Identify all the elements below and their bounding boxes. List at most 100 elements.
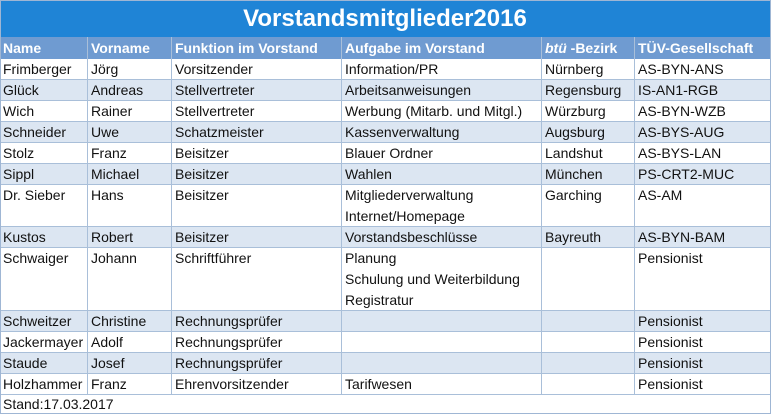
cell-tuev: PS-CRT2-MUC xyxy=(635,164,770,185)
cell-bezirk xyxy=(542,353,635,374)
cell-bezirk: Regensburg xyxy=(542,80,635,101)
cell-name-text: Stolz xyxy=(3,145,35,161)
cell-funktion-text: Beisitzer xyxy=(175,187,229,203)
cell-vorname: Robert xyxy=(88,227,172,248)
cell-tuev-text: Pensionist xyxy=(638,376,703,392)
header-vorname: Vorname xyxy=(88,37,172,59)
cell-bezirk-text xyxy=(545,374,634,394)
cell-name-text: Wich xyxy=(3,103,35,119)
cell-bezirk-text xyxy=(545,248,634,269)
cell-tuev-text: Pensionist xyxy=(638,355,703,371)
cell-funktion: Schriftführer xyxy=(172,248,342,311)
aufgabe-line: Registratur xyxy=(345,292,414,308)
cell-tuev-text: Pensionist xyxy=(638,313,703,329)
cell-tuev: Pensionist xyxy=(635,311,770,332)
cell-funktion-text: Rechnungsprüfer xyxy=(175,355,283,371)
cell-name: Schweitzer xyxy=(0,311,88,332)
table-row: Jackermayer Adolf Rechnungsprüfer Pensionis… xyxy=(0,332,770,353)
aufgabe-line: Tarifwesen xyxy=(345,376,412,392)
header-funktion: Funktion im Vorstand xyxy=(172,37,342,59)
cell-name: Wich xyxy=(0,101,88,122)
cell-bezirk-text: München xyxy=(545,166,603,182)
cell-name: Glück xyxy=(0,80,88,101)
cell-bezirk-text: Landshut xyxy=(545,145,603,161)
cell-aufgabe: Kassenverwaltung xyxy=(342,122,542,143)
cell-name-text: Sippl xyxy=(3,166,35,182)
table-row: Kustos Robert Beisitzer Vorstandsbeschlüsse… xyxy=(0,227,770,248)
cell-name: Dr. Sieber xyxy=(0,185,88,227)
cell-tuev-text: Pensionist xyxy=(638,250,703,266)
cell-vorname-text: Johann xyxy=(91,250,137,266)
cell-name-text: Schneider xyxy=(3,124,67,140)
table-row: Schneider Uwe Schatzmeister Kassenverwaltun… xyxy=(0,122,770,143)
cell-name: Stolz xyxy=(0,143,88,164)
aufgabe-line xyxy=(345,332,541,352)
aufgabe-line: Werbung (Mitarb. und Mitgl.) xyxy=(345,103,523,119)
cell-tuev: Pensionist xyxy=(635,248,770,311)
cell-bezirk xyxy=(542,332,635,353)
cell-vorname-text: Uwe xyxy=(91,124,120,140)
cell-funktion: Ehrenvorsitzender xyxy=(172,374,342,395)
table-row: Sippl Michael Beisitzer Wahlen München PS-CRT… xyxy=(0,164,770,185)
cell-vorname: Franz xyxy=(88,143,172,164)
cell-name: Jackermayer xyxy=(0,332,88,353)
cell-vorname-text: Christine xyxy=(91,313,147,329)
cell-tuev: Pensionist xyxy=(635,332,770,353)
cell-aufgabe: Werbung (Mitarb. und Mitgl.) xyxy=(342,101,542,122)
table-row: Staude Josef Rechnungsprüfer Pensionist xyxy=(0,353,770,374)
cell-funktion: Vorsitzender xyxy=(172,59,342,80)
header-bezirk: btü -Bezirk xyxy=(542,37,635,59)
cell-vorname-text: Andreas xyxy=(91,82,144,98)
cell-tuev: AS-BYN-ANS xyxy=(635,59,770,80)
cell-bezirk-text xyxy=(545,332,634,352)
cell-tuev: Pensionist xyxy=(635,353,770,374)
cell-aufgabe xyxy=(342,311,542,332)
cell-name: Staude xyxy=(0,353,88,374)
table-row: Dr. Sieber Hans Beisitzer Mitgliederverwalt… xyxy=(0,185,770,227)
cell-bezirk-text xyxy=(545,311,634,331)
cell-funktion: Rechnungsprüfer xyxy=(172,332,342,353)
cell-vorname: Adolf xyxy=(88,332,172,353)
cell-aufgabe: Vorstandsbeschlüsse xyxy=(342,227,542,248)
cell-tuev-text: PS-CRT2-MUC xyxy=(638,166,735,182)
cell-tuev-text: AS-BYS-AUG xyxy=(638,124,725,140)
cell-funktion-text: Beisitzer xyxy=(175,145,229,161)
cell-name-text: Jackermayer xyxy=(3,334,84,350)
cell-funktion: Schatzmeister xyxy=(172,122,342,143)
cell-bezirk-text: Würzburg xyxy=(545,103,606,119)
cell-bezirk xyxy=(542,248,635,311)
aufgabe-line xyxy=(345,353,541,373)
cell-vorname-text: Jörg xyxy=(91,61,119,77)
cell-tuev-text: AS-BYS-LAN xyxy=(638,145,722,161)
cell-name: Schneider xyxy=(0,122,88,143)
cell-funktion-text: Schatzmeister xyxy=(175,124,264,140)
cell-name-text: Schweitzer xyxy=(3,313,72,329)
cell-funktion: Beisitzer xyxy=(172,143,342,164)
cell-funktion: Stellvertreter xyxy=(172,80,342,101)
aufgabe-line: Internet/Homepage xyxy=(345,208,465,224)
cell-bezirk-text: Nürnberg xyxy=(545,61,604,77)
cell-vorname-text: Josef xyxy=(91,355,125,371)
cell-aufgabe: Information/PR xyxy=(342,59,542,80)
cell-vorname: Jörg xyxy=(88,59,172,80)
header-row: Name Vorname Funktion im Vorstand Aufgab… xyxy=(0,37,770,59)
cell-bezirk: Würzburg xyxy=(542,101,635,122)
cell-tuev-text: IS-AN1-RGB xyxy=(638,82,719,98)
cell-name: Schwaiger xyxy=(0,248,88,311)
cell-name: Kustos xyxy=(0,227,88,248)
table-row: Frimberger Jörg Vorsitzender Information/PR… xyxy=(0,59,770,80)
cell-name-text: Glück xyxy=(3,82,39,98)
cell-funktion-text: Schriftführer xyxy=(175,250,252,266)
aufgabe-line: Arbeitsanweisungen xyxy=(345,82,472,98)
cell-funktion-text: Stellvertreter xyxy=(175,103,255,119)
cell-funktion: Rechnungsprüfer xyxy=(172,353,342,374)
cell-tuev-text: AS-BYN-BAM xyxy=(638,229,726,245)
cell-name-text: Holzhammer xyxy=(3,376,83,392)
header-bezirk-suffix: -Bezirk xyxy=(570,40,618,56)
cell-aufgabe: Arbeitsanweisungen xyxy=(342,80,542,101)
cell-vorname: Andreas xyxy=(88,80,172,101)
cell-funktion-text: Ehrenvorsitzender xyxy=(175,376,289,392)
cell-bezirk: Landshut xyxy=(542,143,635,164)
cell-vorname-text: Franz xyxy=(91,145,127,161)
cell-tuev-text: Pensionist xyxy=(638,334,703,350)
